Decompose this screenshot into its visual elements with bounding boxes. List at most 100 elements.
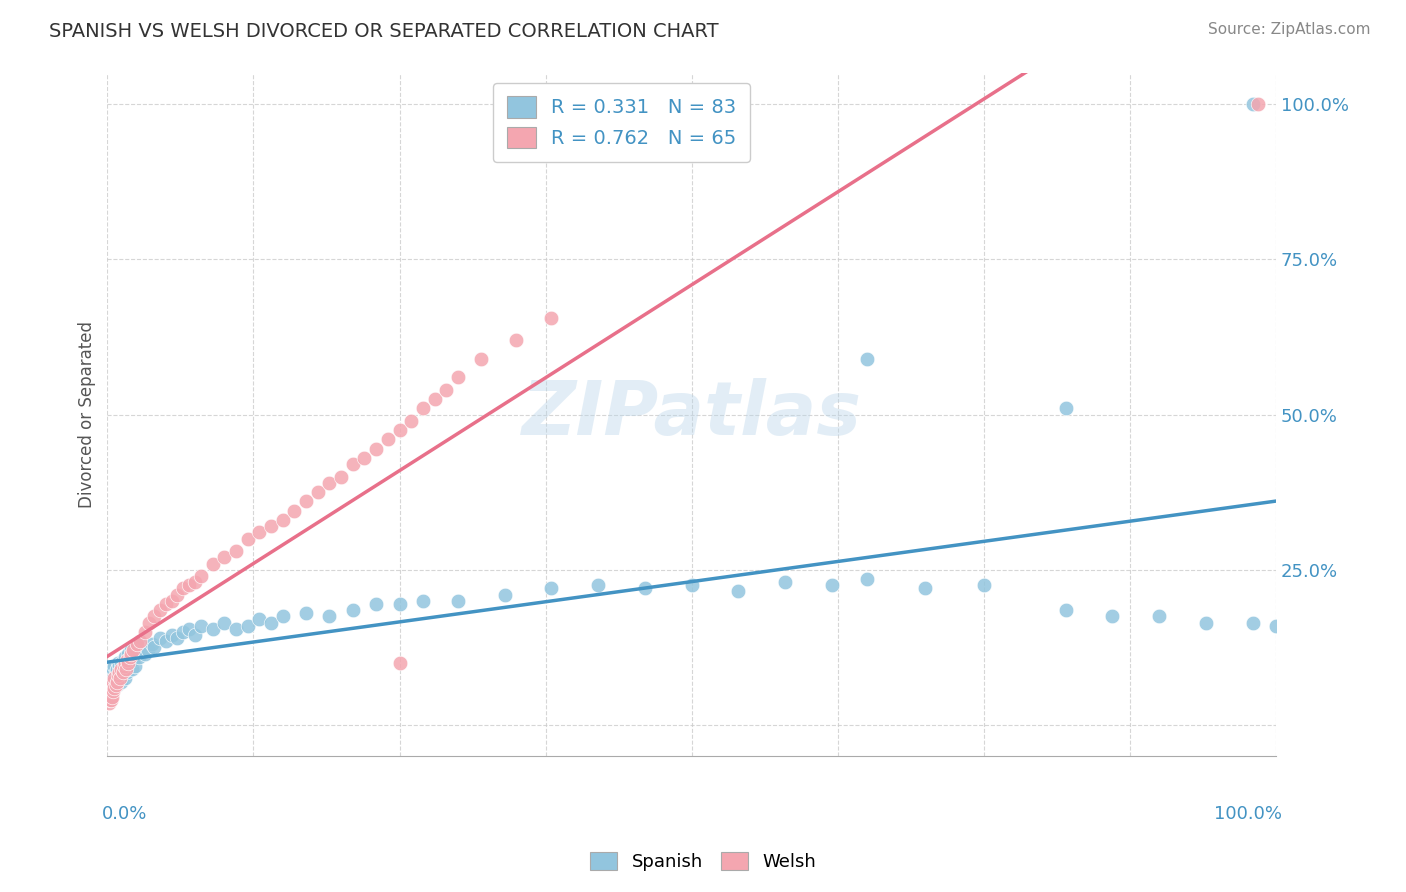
Point [366, 597, 388, 611]
Point [190, 569, 212, 583]
Point [1101, 609, 1123, 624]
Point [143, 609, 166, 624]
Point [98, 693, 121, 707]
Point [122, 653, 145, 667]
Point [100, 690, 122, 704]
Point [131, 637, 153, 651]
Point [121, 662, 143, 676]
Point [97, 683, 120, 698]
Point [1054, 401, 1077, 416]
Point [143, 640, 166, 655]
Point [155, 634, 177, 648]
Point [149, 603, 172, 617]
Text: ZIPatlas: ZIPatlas [522, 378, 862, 451]
Point [141, 637, 163, 651]
Point [110, 665, 132, 680]
Point [120, 643, 142, 657]
Point [295, 606, 318, 620]
Point [108, 672, 131, 686]
Point [236, 618, 259, 632]
Point [108, 665, 131, 680]
Point [103, 672, 125, 686]
Point [114, 672, 136, 686]
Point [103, 672, 125, 686]
Point [470, 351, 492, 366]
Point [112, 659, 135, 673]
Point [103, 683, 125, 698]
Point [103, 681, 125, 695]
Point [1195, 615, 1218, 630]
Point [172, 624, 194, 639]
Point [773, 575, 796, 590]
Point [103, 659, 125, 673]
Point [377, 433, 399, 447]
Point [100, 674, 122, 689]
Point [1265, 618, 1288, 632]
Point [914, 582, 936, 596]
Point [236, 532, 259, 546]
Point [103, 674, 125, 689]
Point [505, 333, 527, 347]
Point [184, 575, 207, 590]
Legend: Spanish, Welsh: Spanish, Welsh [582, 845, 824, 879]
Point [412, 594, 434, 608]
Point [342, 457, 364, 471]
Point [136, 643, 159, 657]
Point [103, 662, 125, 676]
Point [179, 578, 201, 592]
Point [104, 674, 127, 689]
Point [160, 594, 183, 608]
Text: Source: ZipAtlas.com: Source: ZipAtlas.com [1208, 22, 1371, 37]
Point [128, 649, 150, 664]
Point [166, 588, 188, 602]
Point [1241, 97, 1264, 112]
Point [117, 647, 139, 661]
Legend: R = 0.331   N = 83, R = 0.762   N = 65: R = 0.331 N = 83, R = 0.762 N = 65 [494, 83, 751, 162]
Point [105, 674, 128, 689]
Point [107, 668, 129, 682]
Point [494, 588, 516, 602]
Point [412, 401, 434, 416]
Point [114, 649, 136, 664]
Point [117, 653, 139, 667]
Point [118, 649, 141, 664]
Point [201, 557, 224, 571]
Point [160, 628, 183, 642]
Point [1147, 609, 1170, 624]
Point [184, 628, 207, 642]
Point [318, 475, 340, 490]
Point [973, 578, 995, 592]
Point [117, 656, 139, 670]
Point [247, 525, 270, 540]
Point [101, 681, 124, 695]
Point [117, 665, 139, 680]
Point [318, 609, 340, 624]
Point [166, 631, 188, 645]
Y-axis label: Divorced or Separated: Divorced or Separated [79, 321, 96, 508]
Point [100, 693, 122, 707]
Point [260, 519, 283, 533]
Point [586, 578, 609, 592]
Point [681, 578, 703, 592]
Point [104, 678, 127, 692]
Point [634, 582, 657, 596]
Point [134, 647, 156, 661]
Point [120, 647, 142, 661]
Point [190, 618, 212, 632]
Point [98, 681, 121, 695]
Point [103, 681, 125, 695]
Point [149, 631, 172, 645]
Point [307, 485, 329, 500]
Point [155, 597, 177, 611]
Point [115, 662, 138, 676]
Point [271, 513, 294, 527]
Point [105, 678, 128, 692]
Text: 100.0%: 100.0% [1213, 805, 1282, 823]
Point [330, 469, 353, 483]
Point [115, 659, 138, 673]
Point [247, 612, 270, 626]
Point [342, 603, 364, 617]
Point [201, 622, 224, 636]
Point [129, 634, 152, 648]
Point [283, 504, 305, 518]
